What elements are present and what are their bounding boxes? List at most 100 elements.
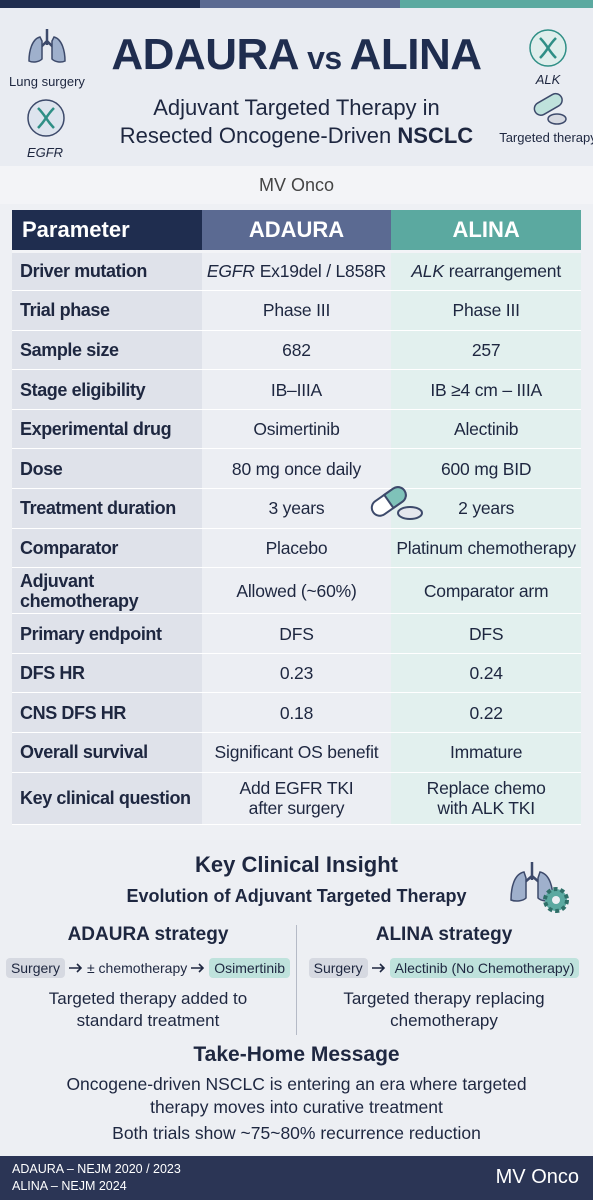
value-cell: DFS bbox=[201, 613, 392, 654]
flow-chip: Surgery bbox=[308, 958, 368, 978]
parameter-cell: Key clinical question bbox=[12, 772, 202, 825]
icon-label: Targeted therapy bbox=[499, 130, 593, 145]
subtitle-text: Resected Oncogene-Driven bbox=[119, 123, 392, 148]
value-cell: Phase III bbox=[201, 290, 392, 331]
references: ADAURA – NEJM 2020 / 2023 ALINA – NEJM 2… bbox=[12, 1161, 181, 1195]
icon-label: ALK bbox=[535, 72, 561, 87]
takehome-title: Take-Home Message bbox=[193, 1043, 400, 1066]
table-row: Sample size 682 257 bbox=[12, 330, 581, 371]
cell-line: Replace chemo bbox=[426, 778, 546, 799]
parameter-cell: Overall survival bbox=[12, 732, 202, 773]
dna-icon bbox=[529, 29, 567, 67]
parameter-cell: Adjuvant chemotherapy bbox=[12, 567, 202, 615]
parameter-cell: Trial phase bbox=[12, 290, 202, 331]
table-row: Overall survival Significant OS benefit Im… bbox=[12, 732, 581, 773]
subtitle: Adjuvant Targeted Therapy in bbox=[153, 95, 440, 120]
value-cell: Platinum chemotherapy bbox=[391, 528, 581, 569]
header-row: Parameter ADAURA ALINA bbox=[12, 210, 581, 253]
cell-emphasis: ALK bbox=[411, 261, 444, 282]
strategy-description: Targeted therapy replacing chemotherapy bbox=[296, 988, 592, 1032]
pill-decoration bbox=[370, 486, 423, 520]
divider bbox=[296, 925, 297, 1035]
icon-label: Lung surgery bbox=[9, 74, 85, 89]
parameter-cell: Primary endpoint bbox=[12, 613, 202, 654]
parameter-cell: Stage eligibility bbox=[12, 369, 202, 410]
value-cell: 80 mg once daily bbox=[201, 448, 392, 490]
arrow bbox=[68, 963, 83, 973]
value-cell: 682 bbox=[201, 330, 392, 371]
column-header: ADAURA bbox=[201, 210, 392, 253]
description-line: chemotherapy bbox=[390, 1011, 498, 1030]
flow-chip: Alectinib (No Chemotherapy) bbox=[389, 958, 580, 978]
cell-text: Ex19del / L858R bbox=[259, 261, 387, 282]
strategy-title: ADAURA strategy bbox=[67, 924, 229, 945]
table-row: Stage eligibility IB–IIIA IB ≥4 cm – IIIA bbox=[12, 369, 581, 410]
value-cell: Significant OS benefit bbox=[201, 732, 392, 773]
table-row: Experimental drug Osimertinib Alectinib bbox=[12, 409, 581, 450]
brand: MV Onco bbox=[0, 166, 593, 204]
insight-subtitle: Evolution of Adjuvant Targeted Therapy bbox=[126, 886, 467, 906]
title-left: ADAURA bbox=[111, 30, 300, 79]
value-cell: 3 years bbox=[201, 488, 392, 529]
dna-icon bbox=[27, 99, 65, 137]
value-cell: DFS bbox=[391, 613, 581, 654]
cell-emphasis: EGFR bbox=[206, 261, 255, 282]
strategy: ALINA strategy Surgery Alectinib (No Chemo… bbox=[296, 924, 592, 1032]
parameter-cell: Treatment duration bbox=[12, 488, 202, 529]
pill-icon bbox=[533, 92, 567, 125]
subtitle-bold: NSCLC bbox=[397, 123, 474, 148]
table-row: DFS HR 0.23 0.24 bbox=[12, 653, 581, 694]
description-line: Targeted therapy replacing bbox=[343, 989, 545, 1008]
value-cell: Add EGFR TKI after surgery bbox=[201, 772, 392, 825]
icon-label: EGFR bbox=[26, 145, 64, 160]
value-cell: 0.23 bbox=[201, 653, 392, 694]
value-cell: Replace chemo with ALK TKI bbox=[391, 772, 581, 825]
title: ADAURA vs ALINA bbox=[0, 30, 593, 80]
column-header: Parameter bbox=[12, 210, 202, 253]
cell-line: with ALK TKI bbox=[437, 798, 535, 819]
table-row: Driver mutation EGFR Ex19del / L858R ALK rea… bbox=[12, 251, 581, 292]
footer: ADAURA – NEJM 2020 / 2023 ALINA – NEJM 2… bbox=[0, 1156, 593, 1200]
table-row: Primary endpoint DFS DFS bbox=[12, 613, 581, 654]
lung-gear-icon bbox=[510, 862, 569, 913]
description-line: standard treatment bbox=[76, 1011, 220, 1030]
parameter-cell: Dose bbox=[12, 448, 202, 490]
title-mid: vs bbox=[307, 40, 342, 76]
takehome-line: Oncogene-driven NSCLC is entering an era… bbox=[66, 1074, 527, 1094]
flow-chip: Surgery bbox=[5, 958, 65, 978]
value-cell: 257 bbox=[391, 330, 581, 371]
value-cell: IB–IIIA bbox=[201, 369, 392, 410]
parameter-cell: Experimental drug bbox=[12, 409, 202, 450]
table-row: Key clinical question Add EGFR TKI after s… bbox=[12, 772, 581, 825]
value-cell: IB ≥4 cm – IIIA bbox=[391, 369, 581, 410]
value-cell: 2 years bbox=[391, 488, 581, 529]
value-cell: Placebo bbox=[201, 528, 392, 569]
insight-title: Key Clinical Insight bbox=[195, 852, 398, 877]
subtitle: Resected Oncogene-Driven NSCLC bbox=[0, 123, 593, 149]
takehome-line: Both trials show ~75~80% recurrence redu… bbox=[112, 1123, 481, 1143]
table-row: Trial phase Phase III Phase III bbox=[12, 290, 581, 331]
arrow bbox=[371, 963, 385, 973]
value-cell: Osimertinib bbox=[201, 409, 392, 450]
value-cell: Alectinib bbox=[391, 409, 581, 450]
description-line: Targeted therapy added to bbox=[48, 989, 248, 1008]
value-cell: 600 mg BID bbox=[391, 448, 581, 490]
parameter-cell: DFS HR bbox=[12, 653, 202, 694]
table-row: Adjuvant chemotherapy Allowed (~60%) Compa… bbox=[12, 567, 581, 615]
value-cell: Immature bbox=[391, 732, 581, 773]
takehome-line: therapy moves into curative treatment bbox=[150, 1097, 443, 1117]
header bbox=[0, 8, 593, 166]
arrow bbox=[191, 963, 205, 973]
value-cell: Comparator arm bbox=[391, 567, 581, 615]
flow-text: ± chemotherapy bbox=[86, 960, 188, 976]
strategy: ADAURA strategy Surgery ± chemotherapy Osim… bbox=[0, 924, 296, 1032]
footer-brand: MV Onco bbox=[495, 1166, 579, 1188]
cell-text: rearrangement bbox=[448, 261, 561, 282]
flow: Surgery ± chemotherapy Osimertinib bbox=[0, 958, 296, 978]
cell-line: Add EGFR TKI bbox=[239, 778, 354, 799]
column-header: ALINA bbox=[391, 210, 581, 253]
value-cell: EGFR Ex19del / L858R bbox=[201, 251, 392, 292]
parameter-cell: Comparator bbox=[12, 528, 202, 569]
